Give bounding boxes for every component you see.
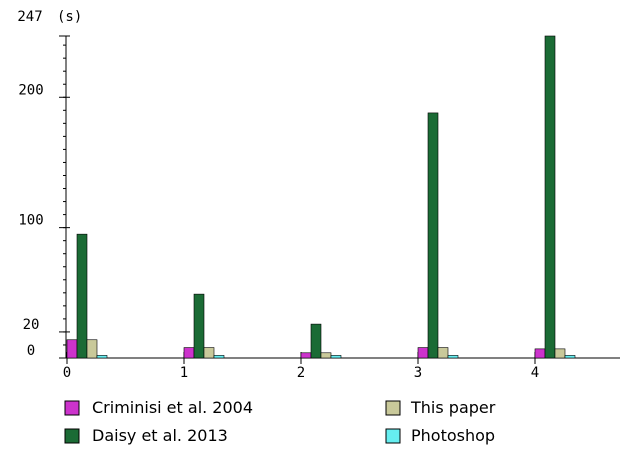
bar (417, 347, 429, 359)
x-tick-label: 3 (414, 365, 422, 381)
bar (76, 233, 88, 359)
legend-swatch (385, 428, 401, 444)
bar (86, 339, 98, 359)
y-tick-label: 200 (18, 82, 43, 98)
bar (320, 352, 332, 359)
y-tick-label: 100 (18, 213, 43, 229)
bar (300, 352, 312, 359)
bar (564, 355, 576, 359)
legend-label: This paper (410, 398, 496, 417)
bar (193, 293, 205, 359)
bar (203, 347, 215, 359)
bar (310, 323, 322, 359)
legend-label: Photoshop (411, 426, 495, 445)
axes: 0 20 100 200 247 0 1 2 3 4 (17, 9, 620, 381)
x-tick-label: 4 (531, 365, 539, 381)
bar (554, 348, 566, 359)
bars (66, 35, 576, 359)
bar (534, 348, 546, 359)
legend: Criminisi et al. 2004 Daisy et al. 2013 Th… (64, 398, 496, 445)
legend-swatch (64, 428, 80, 444)
y-unit-label: (s) (57, 9, 82, 25)
bar (544, 35, 556, 359)
bar (447, 355, 459, 359)
bar (427, 112, 439, 359)
x-tick-label: 0 (63, 365, 71, 381)
bar (330, 355, 342, 359)
bar (66, 339, 78, 359)
legend-label: Daisy et al. 2013 (92, 426, 228, 445)
x-tick-label: 2 (297, 365, 305, 381)
legend-label: Criminisi et al. 2004 (92, 398, 253, 417)
legend-swatch (385, 400, 401, 416)
bar (213, 355, 225, 359)
y-tick-label: 247 (17, 9, 42, 25)
bar (96, 355, 108, 359)
x-tick-label: 1 (180, 365, 188, 381)
y-tick-label: 0 (27, 343, 35, 359)
legend-swatch (64, 400, 80, 416)
y-ticks: 0 20 100 200 247 (17, 9, 70, 359)
bar (183, 347, 195, 359)
y-tick-label: 20 (23, 317, 40, 333)
bar (437, 347, 449, 359)
